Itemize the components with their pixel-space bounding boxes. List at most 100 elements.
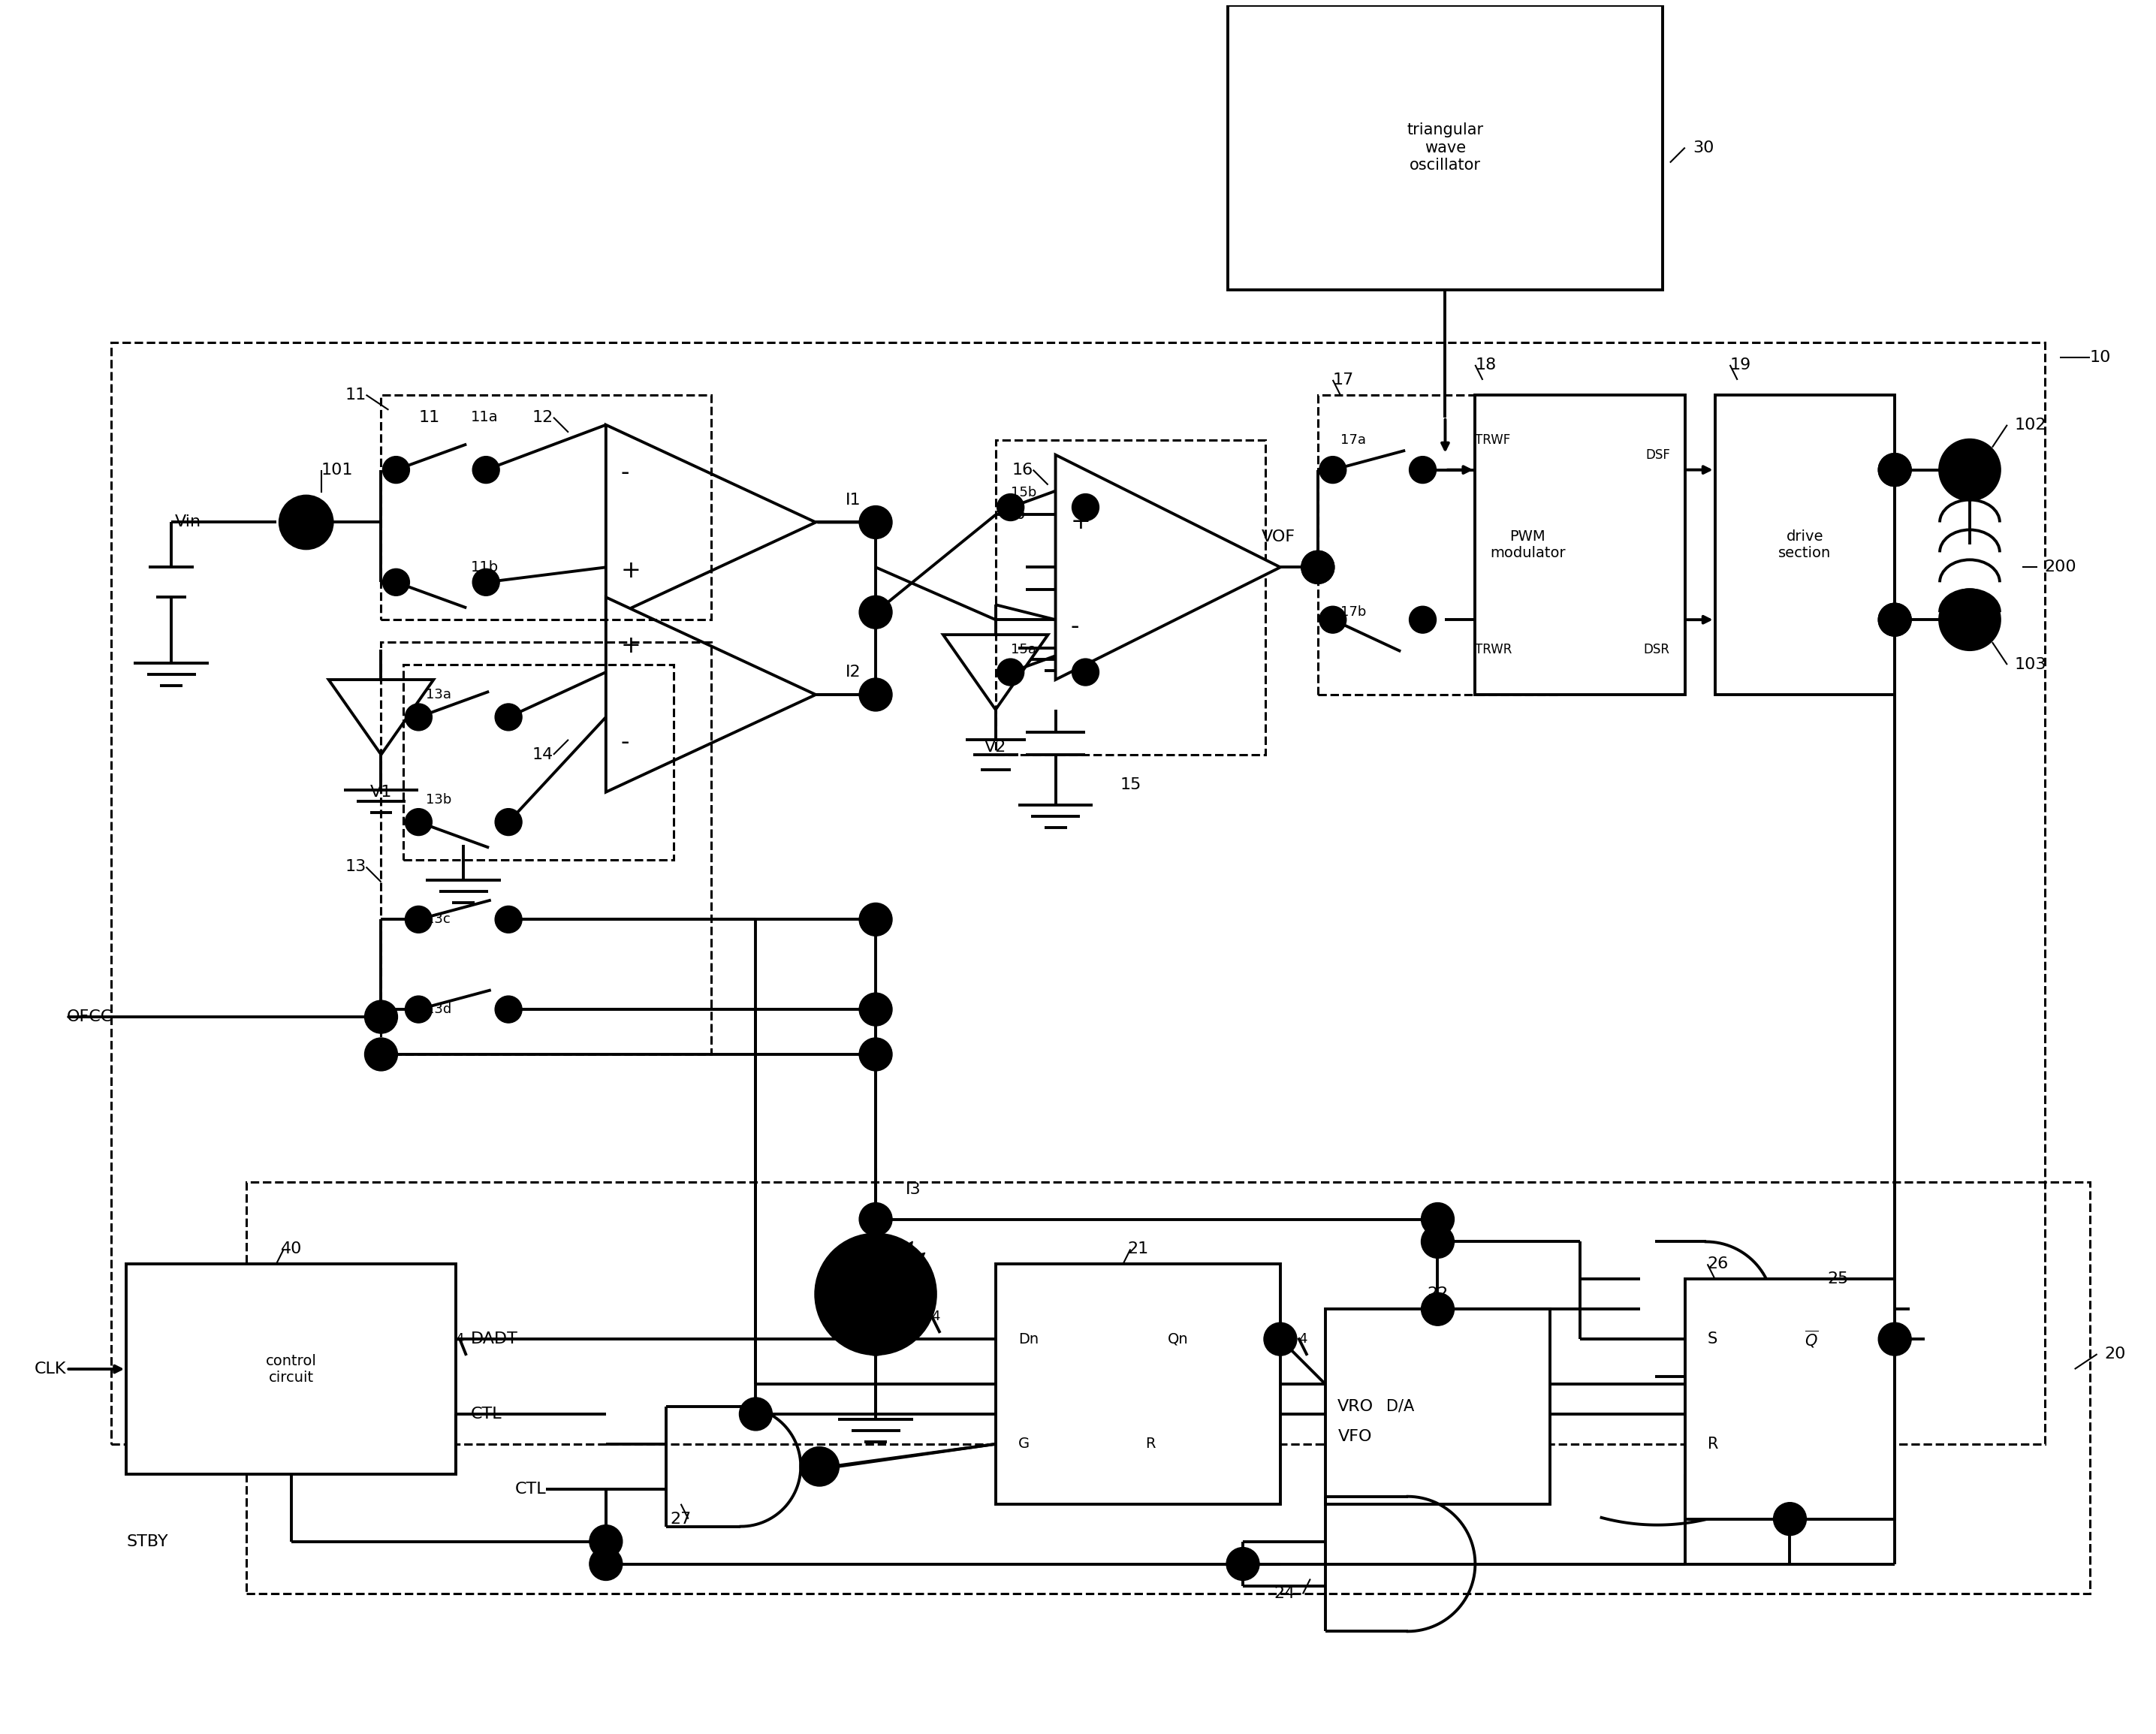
Text: 17: 17 bbox=[1332, 373, 1354, 387]
Circle shape bbox=[1410, 607, 1436, 633]
Text: +: + bbox=[621, 635, 640, 657]
Circle shape bbox=[1263, 1323, 1296, 1356]
Text: control
circuit: control circuit bbox=[265, 1354, 317, 1384]
Text: D/A: D/A bbox=[1386, 1399, 1414, 1413]
Text: 4: 4 bbox=[455, 1332, 464, 1346]
Text: R: R bbox=[1708, 1436, 1718, 1451]
Text: 10: 10 bbox=[2089, 350, 2111, 364]
Text: 26: 26 bbox=[1708, 1257, 1729, 1271]
Circle shape bbox=[860, 596, 893, 629]
Circle shape bbox=[1421, 1292, 1453, 1325]
Circle shape bbox=[280, 496, 332, 548]
Text: 22: 22 bbox=[1427, 1287, 1449, 1302]
Text: VFO: VFO bbox=[1339, 1429, 1373, 1444]
Text: 101: 101 bbox=[321, 463, 354, 477]
Text: 13a: 13a bbox=[427, 688, 451, 701]
Circle shape bbox=[1072, 659, 1100, 685]
Bar bbox=[996, 440, 1266, 754]
Text: 11a: 11a bbox=[470, 411, 498, 425]
Text: $\overline{Q}$: $\overline{Q}$ bbox=[1805, 1328, 1820, 1349]
Circle shape bbox=[1072, 494, 1100, 520]
Bar bbox=[382, 642, 711, 1054]
Text: Dn: Dn bbox=[1018, 1332, 1039, 1346]
Circle shape bbox=[405, 808, 431, 836]
Bar bbox=[996, 1264, 1281, 1503]
Text: DADT: DADT bbox=[470, 1332, 517, 1347]
Text: VRO: VRO bbox=[1337, 1399, 1373, 1415]
Text: S: S bbox=[1708, 1332, 1718, 1347]
Text: OFCC: OFCC bbox=[67, 1009, 112, 1025]
Circle shape bbox=[1940, 590, 2001, 650]
Circle shape bbox=[496, 808, 522, 836]
Polygon shape bbox=[845, 1248, 906, 1294]
Text: V1: V1 bbox=[371, 784, 392, 799]
Text: +: + bbox=[621, 560, 640, 583]
Circle shape bbox=[405, 905, 431, 933]
Text: 18: 18 bbox=[1475, 357, 1496, 373]
Circle shape bbox=[496, 704, 522, 730]
Circle shape bbox=[1421, 1226, 1453, 1259]
Circle shape bbox=[1227, 1547, 1259, 1580]
Text: STBY: STBY bbox=[127, 1535, 168, 1548]
Text: Vin: Vin bbox=[175, 515, 201, 531]
Text: 13b: 13b bbox=[427, 792, 453, 806]
Circle shape bbox=[405, 704, 431, 730]
Circle shape bbox=[860, 1039, 893, 1072]
Circle shape bbox=[364, 1039, 397, 1072]
Text: 13c: 13c bbox=[427, 912, 451, 926]
Text: +: + bbox=[1072, 510, 1091, 534]
Polygon shape bbox=[606, 425, 815, 619]
Circle shape bbox=[815, 1235, 936, 1354]
Polygon shape bbox=[1056, 454, 1281, 680]
Text: 102: 102 bbox=[2014, 418, 2046, 432]
Circle shape bbox=[996, 494, 1024, 520]
Text: VOF: VOF bbox=[1261, 531, 1296, 544]
Circle shape bbox=[1878, 603, 1910, 636]
Circle shape bbox=[382, 569, 410, 596]
Circle shape bbox=[496, 995, 522, 1023]
Circle shape bbox=[1302, 551, 1335, 584]
Text: 24: 24 bbox=[1274, 1587, 1296, 1602]
Text: 21: 21 bbox=[1128, 1242, 1149, 1257]
Text: -: - bbox=[621, 461, 630, 486]
Circle shape bbox=[996, 659, 1024, 685]
Circle shape bbox=[1774, 1502, 1807, 1535]
Text: G: G bbox=[1018, 1437, 1028, 1451]
Text: 17a: 17a bbox=[1341, 434, 1365, 447]
Bar bbox=[1229, 5, 1662, 290]
Text: 19: 19 bbox=[1729, 357, 1751, 373]
Text: DSF: DSF bbox=[1645, 447, 1671, 461]
Text: 103: 103 bbox=[2014, 657, 2046, 673]
Text: 30: 30 bbox=[1692, 140, 1714, 154]
Text: 11b: 11b bbox=[470, 560, 498, 574]
Text: V2: V2 bbox=[985, 740, 1007, 754]
Circle shape bbox=[382, 456, 410, 484]
Text: I2: I2 bbox=[845, 664, 860, 680]
Circle shape bbox=[472, 456, 500, 484]
Circle shape bbox=[589, 1547, 623, 1580]
Bar bbox=[1475, 395, 1686, 695]
Text: 16: 16 bbox=[1011, 463, 1033, 477]
Circle shape bbox=[860, 1203, 893, 1236]
Text: -: - bbox=[621, 732, 630, 754]
Text: 12: 12 bbox=[533, 409, 554, 425]
Text: 14: 14 bbox=[533, 747, 554, 763]
Bar bbox=[1686, 1280, 1895, 1519]
Text: -: - bbox=[1072, 616, 1080, 638]
Text: DSR: DSR bbox=[1643, 643, 1671, 657]
Text: 40: 40 bbox=[280, 1242, 302, 1257]
Circle shape bbox=[1421, 1203, 1453, 1236]
Text: 25: 25 bbox=[1828, 1271, 1848, 1287]
Circle shape bbox=[1410, 456, 1436, 484]
Text: PWM
modulator: PWM modulator bbox=[1490, 529, 1565, 560]
Circle shape bbox=[860, 994, 893, 1027]
Circle shape bbox=[1940, 440, 2001, 499]
Circle shape bbox=[860, 1323, 893, 1356]
Text: 15a: 15a bbox=[1011, 643, 1037, 657]
Circle shape bbox=[496, 905, 522, 933]
Text: 17b: 17b bbox=[1341, 605, 1367, 619]
Circle shape bbox=[364, 1001, 397, 1033]
Text: drive
section: drive section bbox=[1779, 529, 1830, 560]
Bar bbox=[246, 1183, 2089, 1594]
Circle shape bbox=[1319, 607, 1345, 633]
